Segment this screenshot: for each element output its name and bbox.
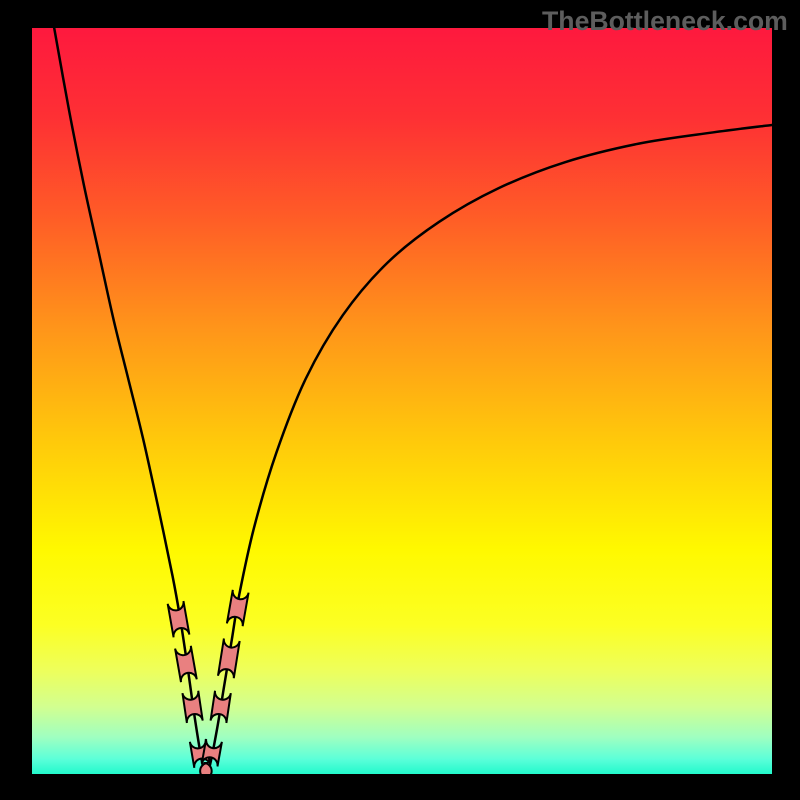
marker-capsule: [211, 691, 231, 723]
marker-capsule: [218, 638, 240, 678]
chart-stage: TheBottleneck.com: [0, 0, 800, 800]
curve-layer: [0, 0, 800, 800]
marker-capsule: [200, 763, 212, 779]
bottleneck-curve: [54, 28, 772, 774]
marker-capsule: [227, 590, 249, 626]
